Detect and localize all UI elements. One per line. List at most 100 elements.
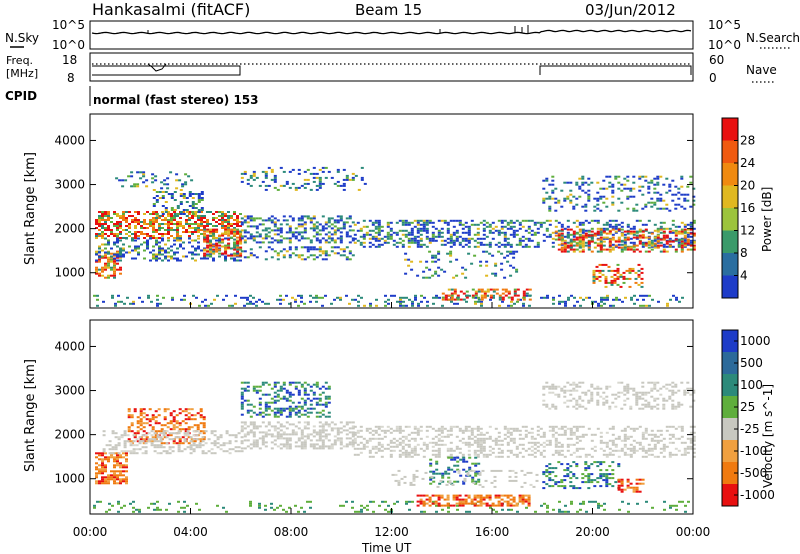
velocity-pixel: [473, 496, 477, 499]
power-pixel: [107, 225, 110, 227]
velocity-pixel: [306, 423, 310, 426]
velocity-pixel: [309, 411, 313, 414]
power-pixel: [149, 259, 152, 262]
power-pixel: [375, 304, 378, 307]
cpid-text: normal (fast stereo) 153: [93, 93, 259, 107]
velocity-pixel: [678, 500, 681, 503]
velocity-pixel: [156, 446, 160, 449]
power-pixel: [641, 245, 645, 248]
velocity-pixel: [650, 453, 654, 456]
power-pixel: [345, 256, 349, 259]
velocity-pixel: [626, 453, 630, 456]
velocity-pixel: [662, 449, 666, 452]
power-pixel: [342, 248, 346, 251]
power-pixel: [309, 172, 313, 175]
power-pixel: [188, 193, 192, 195]
power-pixel: [116, 235, 119, 237]
power-pixel: [641, 230, 645, 233]
power-pixel: [521, 225, 525, 228]
power-pixel: [548, 235, 552, 238]
power-pixel: [95, 227, 98, 229]
power-pixel: [452, 219, 456, 222]
velocity-pixel: [157, 408, 161, 411]
power-pixel: [639, 294, 642, 297]
velocity-pixel: [285, 415, 289, 418]
velocity-pixel: [270, 502, 273, 505]
velocity-pixel: [333, 439, 337, 442]
velocity-pixel: [102, 448, 106, 451]
velocity-pixel: [461, 502, 465, 505]
power-pixel: [345, 221, 349, 224]
velocity-pixel: [362, 437, 366, 440]
velocity-pixel: [551, 427, 555, 430]
power-pixel: [374, 231, 378, 234]
velocity-pixel: [372, 510, 375, 513]
power-pixel: [488, 231, 492, 234]
velocity-pixel: [111, 430, 115, 433]
power-pixel: [330, 223, 334, 226]
power-pixel: [623, 233, 627, 236]
velocity-pixel: [249, 409, 253, 412]
velocity-pixel: [309, 399, 313, 402]
power-pixel: [638, 240, 642, 243]
velocity-pixel: [677, 425, 681, 428]
power-pixel: [215, 228, 219, 231]
velocity-pixel: [261, 381, 265, 384]
power-pixel: [224, 248, 228, 251]
power-pixel: [620, 225, 624, 228]
power-pixel: [227, 221, 230, 223]
power-pixel: [408, 298, 411, 301]
power-pixel: [404, 252, 408, 255]
velocity-pixel: [168, 448, 172, 451]
velocity-pixel: [285, 389, 289, 392]
power-pixel: [239, 230, 243, 233]
velocity-pixel: [542, 455, 546, 458]
power-pixel: [212, 219, 215, 221]
velocity-pixel: [315, 381, 319, 384]
velocity-pixel: [536, 441, 540, 444]
velocity-pixel: [374, 425, 378, 428]
velocity-pixel: [261, 383, 265, 386]
velocity-pixel: [351, 425, 355, 428]
power-pixel: [167, 229, 170, 231]
velocity-pixel: [156, 440, 160, 443]
velocity-pixel: [101, 452, 104, 455]
power-pixel: [233, 211, 236, 213]
velocity-pixel: [246, 445, 250, 448]
velocity-pixel: [663, 508, 666, 511]
velocity-pixel: [585, 510, 588, 513]
velocity-pixel: [169, 428, 173, 431]
power-pixel: [596, 221, 600, 224]
velocity-pixel: [145, 418, 149, 421]
velocity-pixel: [617, 455, 621, 458]
power-pixel: [623, 177, 627, 180]
power-pixel: [560, 246, 564, 249]
velocity-pixel: [246, 425, 250, 428]
power-pixel: [233, 242, 237, 245]
power-pixel: [191, 227, 194, 229]
velocity-pixel: [569, 453, 573, 456]
velocity-pixel: [453, 470, 457, 473]
power-pixel: [551, 241, 555, 244]
velocity-pixel: [395, 443, 399, 446]
velocity-pixel: [324, 401, 328, 404]
power-pixel: [194, 221, 197, 223]
power-pixel: [598, 279, 602, 282]
velocity-pixel: [276, 421, 280, 424]
velocity-pixel: [356, 435, 360, 438]
velocity-pixel: [172, 416, 176, 419]
velocity-pixel: [117, 502, 120, 505]
power-pixel: [239, 252, 243, 255]
colorbar-segment: [722, 275, 738, 299]
power-pixel: [600, 298, 603, 301]
velocity-pixel: [258, 413, 262, 416]
power-pixel: [519, 298, 522, 301]
power-pixel: [575, 238, 579, 241]
velocity-pixel: [273, 395, 277, 398]
velocity-pixel: [476, 429, 480, 432]
velocity-pixel: [315, 383, 319, 386]
power-pixel: [288, 231, 292, 234]
velocity-pixel: [500, 451, 504, 454]
velocity-pixel: [231, 434, 235, 437]
